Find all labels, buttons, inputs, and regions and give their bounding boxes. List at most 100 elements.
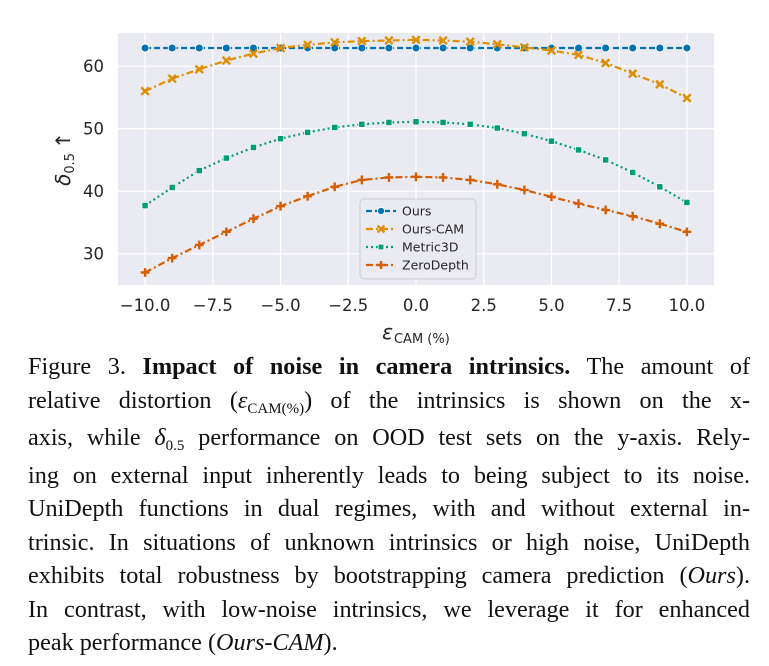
data-point bbox=[248, 49, 259, 59]
x-tick-labels: −10.0 −7.5 −5.0 −2.5 0.0 2.5 5.0 7.5 10.0 bbox=[120, 296, 705, 315]
x-tick-label: 7.5 bbox=[606, 296, 632, 315]
x-axis-label-main: ε bbox=[382, 320, 393, 344]
data-point bbox=[249, 214, 258, 224]
y-axis-label-arrow: ↑ bbox=[51, 132, 75, 149]
data-point bbox=[331, 123, 339, 131]
caption-text-1: The amount of bbox=[586, 353, 751, 380]
data-point bbox=[275, 43, 286, 53]
y-tick-label: 30 bbox=[83, 245, 104, 264]
caption-text-2b: ) of the intrinsics is shown on the x- bbox=[304, 386, 750, 414]
legend-label: Ours bbox=[402, 204, 431, 219]
data-point bbox=[249, 143, 258, 151]
data-point bbox=[438, 173, 448, 182]
data-point bbox=[384, 173, 394, 182]
data-point bbox=[465, 37, 475, 47]
caption-title: Impact of noise in camera intrinsics. bbox=[142, 353, 571, 380]
data-point bbox=[167, 253, 177, 263]
data-point bbox=[601, 205, 611, 215]
legend-item: Ours bbox=[366, 204, 431, 219]
data-point bbox=[629, 168, 637, 176]
data-point bbox=[330, 37, 340, 48]
x-tick-label: −2.5 bbox=[328, 296, 368, 315]
data-point bbox=[411, 35, 421, 45]
caption-line-4: ing on external input inherently leads t… bbox=[28, 461, 750, 489]
data-point bbox=[547, 137, 556, 145]
data-point bbox=[194, 43, 204, 53]
data-point bbox=[194, 240, 204, 250]
legend-item: Ours-CAM bbox=[366, 222, 464, 237]
data-point bbox=[519, 42, 529, 53]
caption-line-3: axis, while δ0.5 performance on OOD test… bbox=[28, 421, 750, 459]
caption-line-5: UniDepth functions in dual regimes, with… bbox=[28, 495, 750, 522]
data-point bbox=[438, 43, 448, 53]
data-point bbox=[519, 185, 529, 195]
data-point bbox=[492, 39, 502, 49]
data-point bbox=[602, 156, 610, 164]
epsilon-main: ε bbox=[237, 386, 248, 414]
data-point bbox=[656, 183, 664, 191]
caption-text-7a: exhibits total robustness by bootstrappi… bbox=[28, 562, 688, 589]
data-point bbox=[194, 64, 204, 74]
x-tick-label: −5.0 bbox=[261, 296, 301, 315]
data-point bbox=[682, 43, 692, 53]
x-tick-label: 10.0 bbox=[669, 296, 706, 315]
data-point bbox=[411, 43, 421, 53]
y-tick-label: 50 bbox=[83, 120, 104, 139]
caption-line-1: Figure 3. Impact of noise in camera intr… bbox=[28, 350, 750, 384]
data-point bbox=[412, 118, 420, 126]
epsilon-symbol: εCAM(%) bbox=[237, 386, 304, 417]
data-point bbox=[655, 79, 665, 89]
caption-line-8: In contrast, with low-noise intrinsics, … bbox=[28, 595, 750, 623]
data-point bbox=[574, 43, 583, 53]
x-tick-label: −10.0 bbox=[120, 296, 171, 315]
x-axis-label-sub: CAM (%) bbox=[394, 332, 450, 345]
series-zerodepth bbox=[140, 172, 692, 277]
data-point bbox=[682, 93, 692, 103]
caption-text-9b: ). bbox=[323, 629, 338, 656]
data-point bbox=[439, 118, 447, 126]
data-point bbox=[303, 191, 313, 201]
data-point bbox=[140, 86, 150, 96]
figure-label: Figure 3. bbox=[28, 353, 126, 380]
x-tick-label: 0.0 bbox=[403, 296, 429, 315]
y-axis-label-main: δ bbox=[51, 174, 75, 186]
data-point bbox=[385, 118, 393, 126]
y-axis-label-sub: 0.5 bbox=[63, 153, 78, 174]
caption-line-9: peak performance (Ours-CAM). bbox=[28, 626, 750, 660]
data-point bbox=[168, 183, 176, 192]
legend: Ours Ours-CAM Metric3D ZeroDepth bbox=[359, 198, 477, 280]
data-point bbox=[466, 120, 474, 128]
caption-text-2a: relative distortion ( bbox=[28, 386, 238, 414]
data-point bbox=[493, 124, 501, 132]
series-ours bbox=[140, 43, 692, 53]
x-tick-label: −7.5 bbox=[193, 296, 233, 315]
legend-label: Ours-CAM bbox=[402, 222, 464, 237]
data-point bbox=[384, 43, 394, 53]
data-point bbox=[628, 43, 638, 53]
data-point bbox=[376, 224, 386, 234]
series-metric3d bbox=[141, 118, 691, 210]
caption-text-3a: axis, while bbox=[28, 424, 141, 451]
data-point bbox=[655, 43, 665, 53]
figure-caption: Figure 3. Impact of noise in camera intr… bbox=[28, 350, 750, 660]
y-tick-label: 40 bbox=[83, 182, 104, 201]
legend-label: ZeroDepth bbox=[402, 258, 469, 273]
data-point bbox=[465, 43, 475, 53]
data-point bbox=[276, 201, 285, 211]
data-point bbox=[167, 43, 177, 53]
caption-text-9a: peak performance ( bbox=[28, 629, 217, 656]
y-tick-label: 60 bbox=[83, 57, 104, 76]
data-point bbox=[377, 243, 385, 251]
data-point bbox=[376, 206, 386, 216]
data-point bbox=[384, 35, 394, 46]
caption-line-7: exhibits total robustness by bootstrappi… bbox=[28, 559, 750, 593]
data-point bbox=[141, 202, 149, 210]
data-point bbox=[492, 179, 502, 189]
caption-line-6: trinsic. In situations of unknown intrin… bbox=[28, 528, 750, 556]
data-point bbox=[438, 35, 448, 46]
data-point bbox=[221, 55, 231, 66]
data-point bbox=[140, 268, 150, 277]
figure-chart: −10.0 −7.5 −5.0 −2.5 0.0 2.5 5.0 7.5 10.0 30 40 50… bbox=[51, 33, 714, 345]
data-point bbox=[655, 219, 665, 229]
data-point bbox=[573, 50, 584, 60]
